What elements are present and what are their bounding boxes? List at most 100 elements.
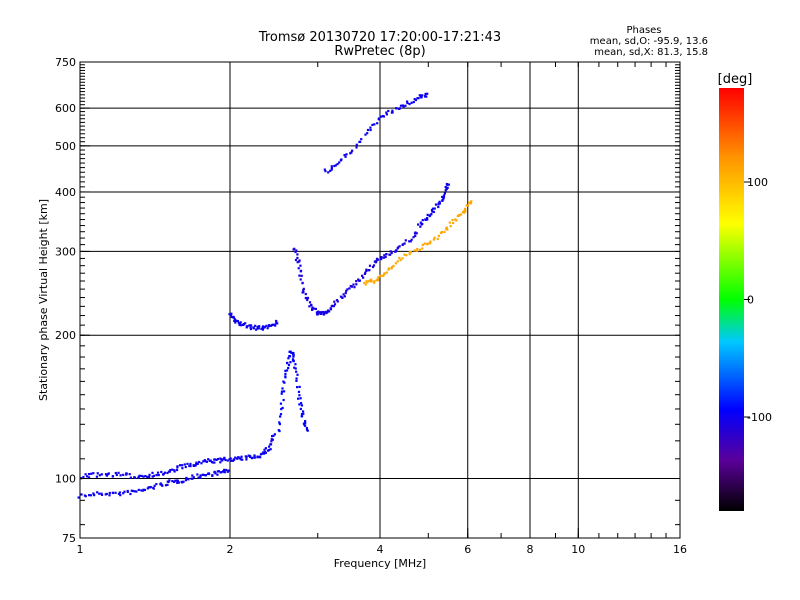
data-point [324,310,328,313]
data-point [366,132,369,135]
data-point [296,256,299,260]
data-point [351,149,354,152]
data-point [280,390,284,393]
data-point [98,492,101,495]
data-point [426,242,429,245]
data-point [229,313,232,316]
data-point [298,274,301,277]
data-point [111,475,114,478]
data-point [122,492,125,495]
y-tick-label: 500 [55,140,76,153]
y-axis-label: Stationary phase Virtual Height [km] [37,199,50,401]
data-point [153,484,156,487]
data-point [333,164,336,168]
data-point [446,183,449,186]
data-point [245,325,249,328]
data-point [302,412,305,415]
data-point [387,268,390,271]
data-point [314,307,318,311]
data-point [270,440,273,443]
data-point [408,252,411,256]
data-point [199,475,202,478]
data-point [292,355,295,358]
data-point [196,462,199,465]
data-point [82,475,85,479]
data-point [286,361,289,364]
data-point [300,415,304,418]
stats-o-mode: mean, sd,O: -95.9, 13.6 [590,36,708,47]
data-point [114,471,117,475]
data-point [159,482,162,485]
data-point [446,186,449,189]
data-point [298,385,301,388]
data-point [399,259,402,262]
data-point [296,373,299,376]
data-point [442,198,445,201]
data-point [191,474,194,477]
data-point [119,494,122,497]
data-point [304,420,307,423]
data-point [273,433,276,436]
data-point [417,97,420,100]
data-point [237,321,240,325]
data-point [353,286,356,289]
data-point [426,92,429,95]
x-tick-label: 2 [227,543,234,556]
data-point [330,168,333,171]
data-point [202,460,205,463]
data-point [304,292,307,296]
data-point [297,267,300,270]
x-tick-label: 4 [377,543,384,556]
data-point [262,327,265,330]
data-point [269,443,273,446]
data-point [368,279,372,282]
data-point [160,470,163,474]
data-point [371,123,374,127]
data-point [256,456,259,459]
data-point [373,280,376,283]
data-point [395,107,398,110]
data-point [192,464,195,468]
data-point [468,201,471,204]
data-point [263,452,266,455]
data-point [437,205,440,209]
data-point [355,280,358,283]
data-point [148,473,151,476]
data-point [352,283,355,286]
data-point [296,261,299,264]
data-point [299,397,302,400]
data-point [418,248,422,251]
data-point [421,94,424,97]
data-point [155,473,158,477]
data-point [324,170,327,173]
data-point [293,366,296,369]
data-point [305,296,308,300]
data-point [149,485,152,489]
data-point [244,322,247,325]
data-point [288,355,291,358]
data-point [173,480,176,484]
data-point [421,222,424,226]
data-point [365,269,368,273]
data-point [333,300,336,303]
data-point [90,472,93,475]
data-point [157,473,160,477]
data-point [445,226,448,229]
data-point [327,171,330,174]
data-point [229,457,232,460]
data-point [204,460,207,463]
data-point [187,478,190,481]
data-point [398,245,401,248]
data-point [385,111,388,114]
data-point [176,479,179,483]
data-point [179,464,182,467]
data-point [409,250,412,254]
data-point [425,216,429,220]
data-point [373,260,376,263]
data-point [108,491,111,495]
data-point [413,249,416,252]
data-point [130,489,133,492]
x-axis-label: Frequency [MHz] [334,557,426,570]
data-point [367,269,370,272]
data-point [105,492,108,496]
